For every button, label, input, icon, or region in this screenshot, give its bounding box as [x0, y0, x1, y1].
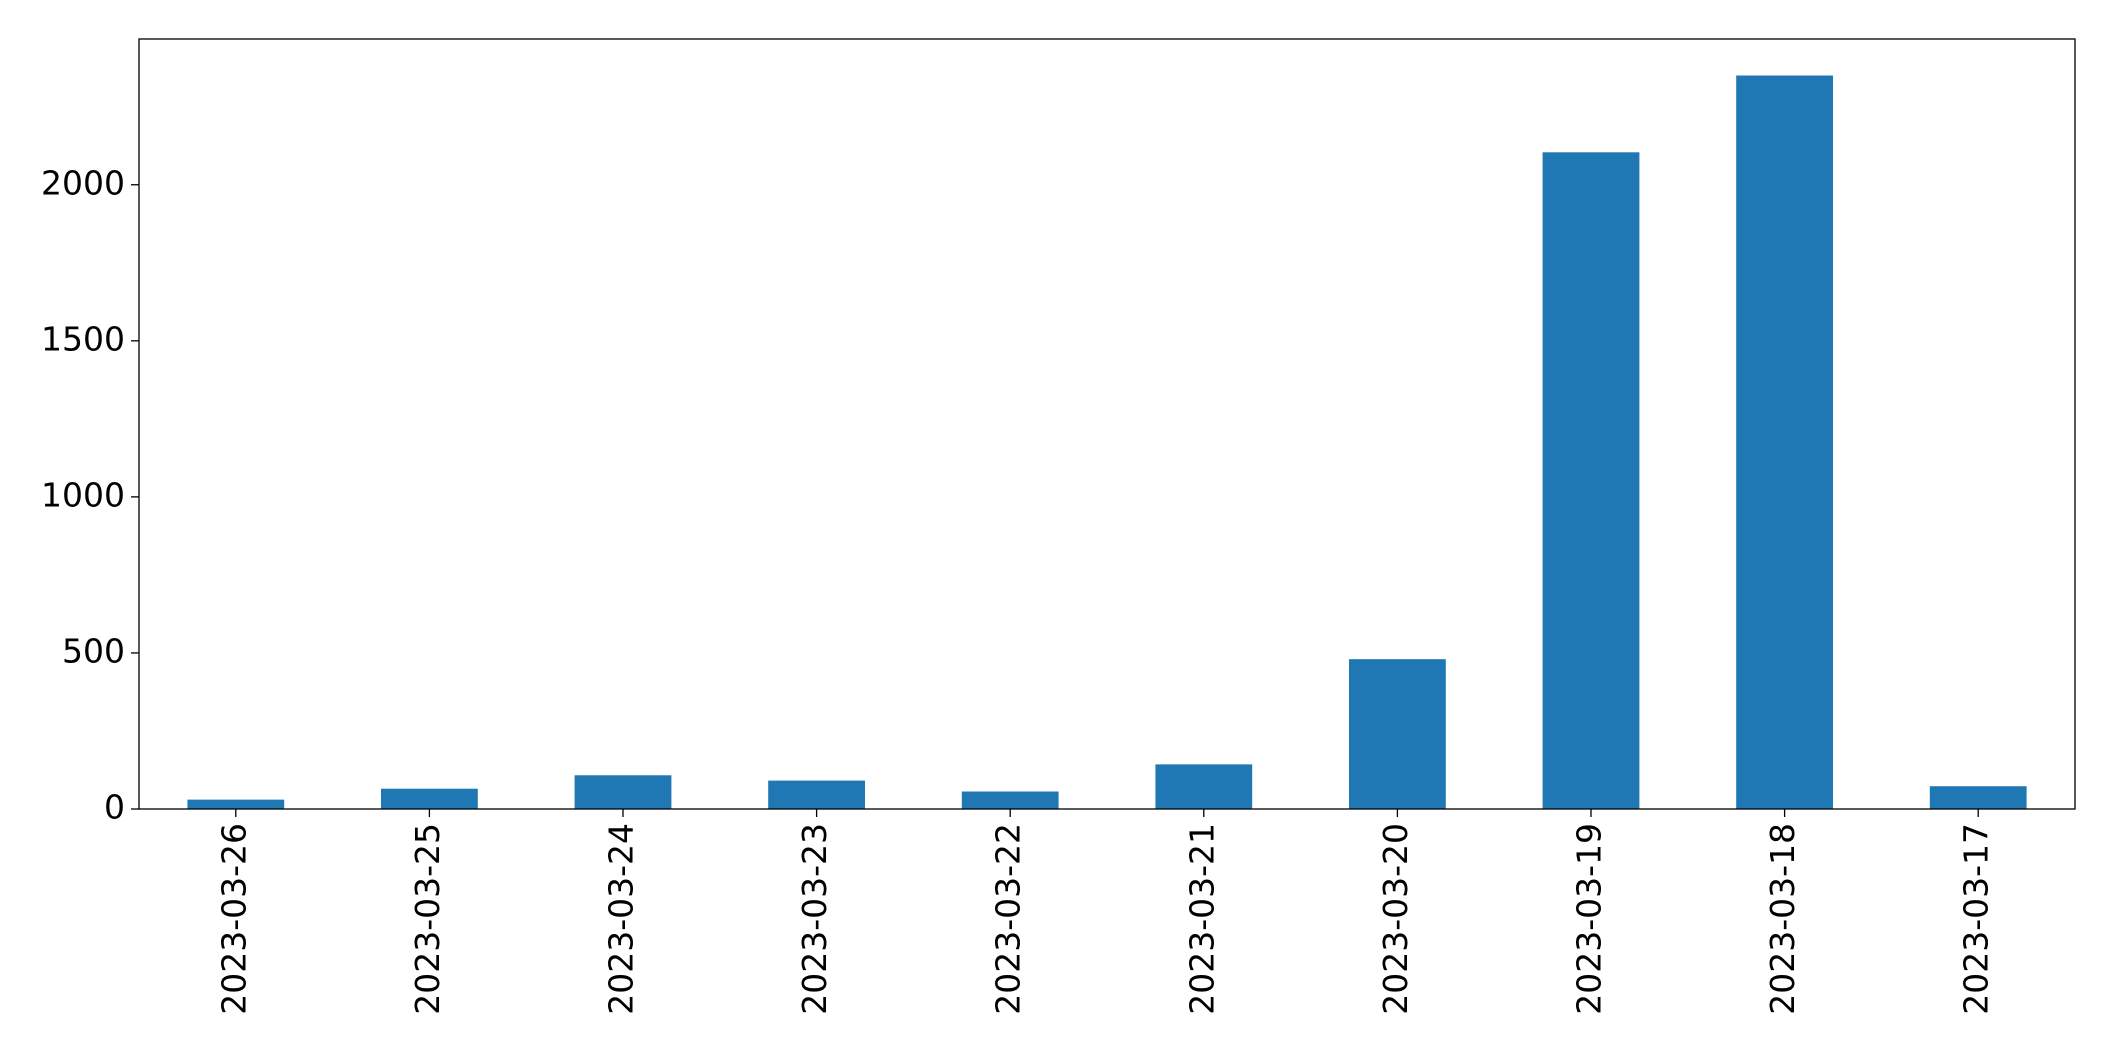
y-tick-label: 1000 [41, 475, 125, 514]
y-tick-label: 2000 [41, 163, 125, 202]
x-tick-label: 2023-03-25 [408, 823, 447, 1015]
x-tick-label: 2023-03-19 [1570, 823, 1609, 1015]
bar [768, 780, 865, 809]
bar [1929, 786, 2027, 809]
bar [961, 791, 1059, 809]
bar [1542, 152, 1640, 809]
bar [1736, 75, 1833, 809]
bar [1155, 764, 1253, 809]
bar [187, 799, 285, 809]
x-tick-label: 2023-03-20 [1376, 823, 1415, 1015]
bar [574, 775, 672, 809]
x-tick-label: 2023-03-24 [602, 823, 641, 1015]
x-tick-label: 2023-03-21 [1182, 823, 1221, 1015]
plot-frame [138, 38, 2076, 810]
y-tick-label: 0 [104, 788, 125, 827]
y-tick-label: 500 [62, 631, 125, 670]
x-tick-label: 2023-03-17 [1957, 823, 1996, 1015]
x-tick-label: 2023-03-23 [795, 823, 834, 1015]
y-tick-label: 1500 [41, 319, 125, 358]
x-tick-label: 2023-03-18 [1763, 823, 1802, 1015]
x-tick-label: 2023-03-26 [214, 823, 253, 1015]
bar [381, 788, 478, 809]
bar [1349, 659, 1446, 809]
x-tick-label: 2023-03-22 [989, 823, 1028, 1015]
